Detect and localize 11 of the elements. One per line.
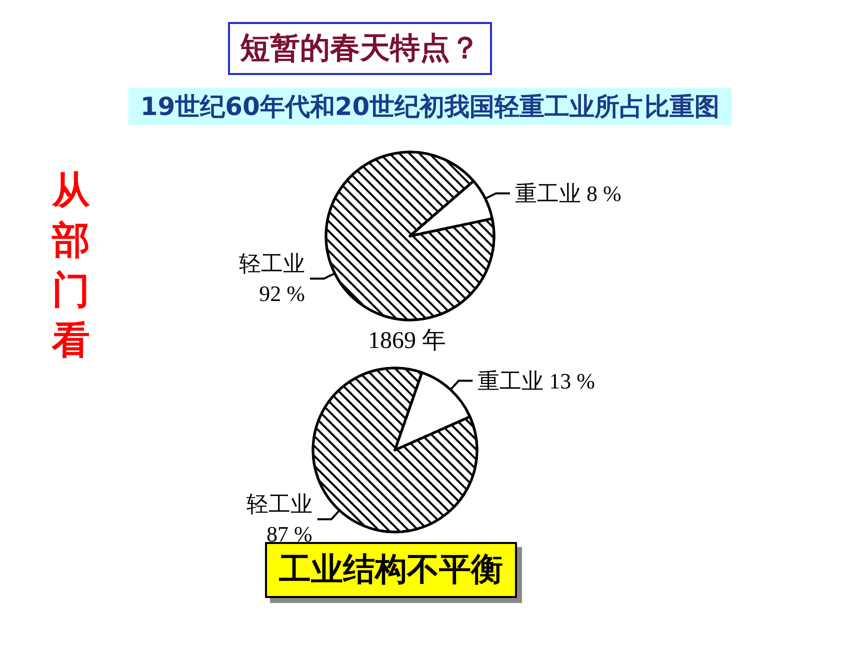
slice-label: 轻工业 [246,492,312,517]
text: 短暂的春天特点？ [228,22,492,75]
slice-label: 轻工业 [239,251,306,276]
text: 从部门看 [52,167,91,364]
text: 1869 年 [368,327,446,356]
data-label: 87 % [266,522,312,547]
slice-label: 重工业 8 % [514,180,622,206]
slice-label: 重工业 13 % [478,368,595,394]
chart-title: 19世纪60年代和20世纪初我国轻重工业所占比重图 [140,92,720,121]
text: 工业结构不平衡 [279,550,503,588]
data-label: 92 % [259,281,306,306]
